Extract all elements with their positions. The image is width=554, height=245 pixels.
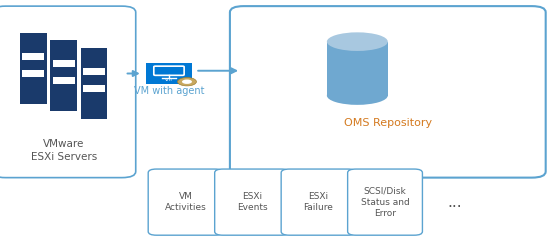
Bar [81,48,107,119]
Bar [22,53,44,60]
Text: vm: vm [165,77,173,82]
FancyBboxPatch shape [146,63,192,84]
Bar [83,85,105,92]
FancyBboxPatch shape [0,6,136,178]
FancyBboxPatch shape [215,169,289,235]
Bar [53,60,75,67]
FancyBboxPatch shape [348,169,422,235]
FancyBboxPatch shape [154,66,184,75]
Text: VMware
ESXi Servers: VMware ESXi Servers [30,139,97,162]
FancyBboxPatch shape [281,169,356,235]
Ellipse shape [327,86,388,105]
Bar [53,77,75,85]
Text: ESXi
Events: ESXi Events [237,192,268,212]
Bar [20,33,47,104]
Circle shape [177,77,197,86]
Text: ...: ... [447,195,461,210]
Bar [83,68,105,75]
Text: VM
Activities: VM Activities [165,192,207,212]
Bar [327,42,388,96]
Text: ESXi
Failure: ESXi Failure [304,192,334,212]
FancyBboxPatch shape [230,6,546,178]
FancyBboxPatch shape [148,169,223,235]
Circle shape [182,79,192,84]
Bar [22,70,44,77]
Ellipse shape [327,32,388,51]
Bar [50,40,77,111]
Text: SCSI/Disk
Status and
Error: SCSI/Disk Status and Error [361,186,409,218]
Text: OMS Repository: OMS Repository [343,118,432,127]
Text: VM with agent: VM with agent [134,86,204,96]
